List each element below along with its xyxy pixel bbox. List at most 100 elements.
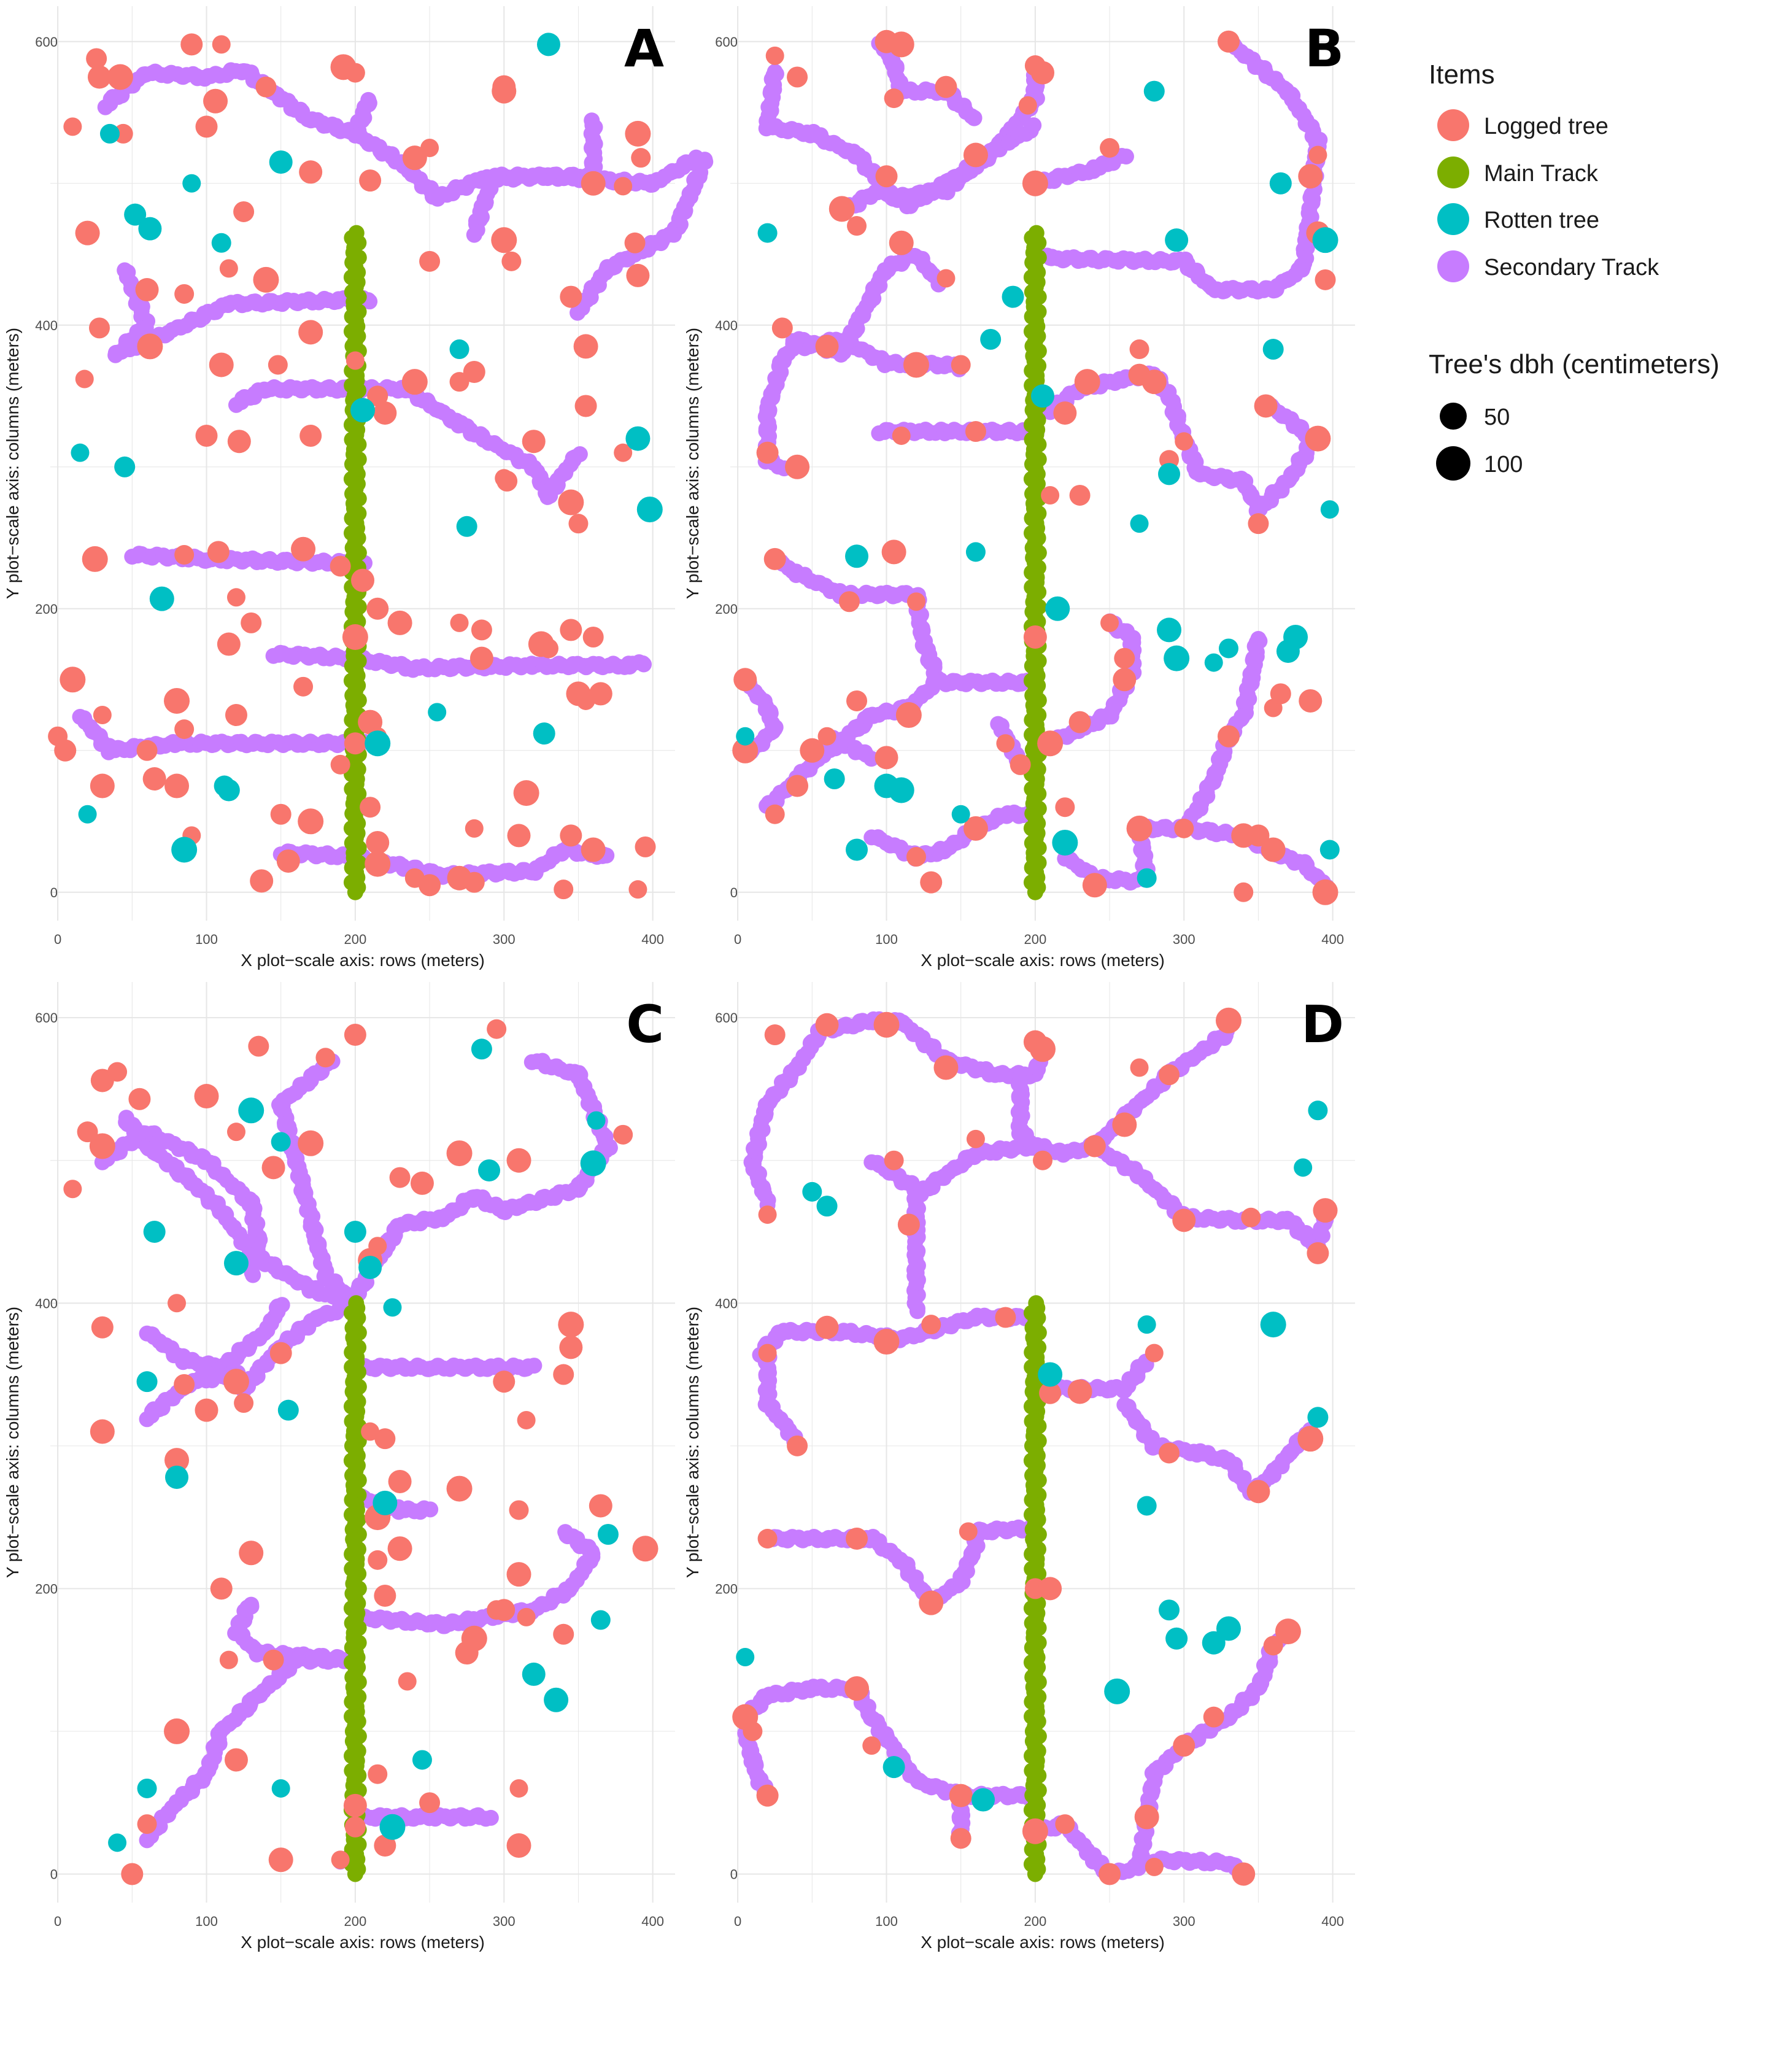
x-axis-label: X plot−scale axis: rows (meters) xyxy=(921,1933,1165,1952)
logged-tree-point xyxy=(373,401,397,425)
logged-tree-point xyxy=(1069,484,1091,506)
logged-tree-point xyxy=(892,426,911,445)
main-track-b xyxy=(1023,225,1047,900)
logged-tree-point xyxy=(815,334,839,358)
logged-tree-point xyxy=(469,646,493,670)
logged-tree-point xyxy=(331,1850,350,1869)
logged-tree-point xyxy=(733,668,757,692)
logged-tree-point xyxy=(368,1237,387,1256)
logged-tree-point xyxy=(568,514,589,534)
y-axis-label: Y plot−scale axis: columns (meters) xyxy=(3,328,22,599)
rotten-tree-point xyxy=(99,123,120,144)
logged-tree-point xyxy=(209,352,234,377)
logged-tree-point xyxy=(298,1130,324,1156)
x-tick-label: 200 xyxy=(344,1914,367,1929)
x-tick-label: 200 xyxy=(1024,932,1047,947)
logged-tree-point xyxy=(360,797,381,818)
x-tick-label: 0 xyxy=(54,1914,61,1929)
logged-tree-point xyxy=(374,1585,396,1607)
logged-tree-point xyxy=(86,48,107,69)
rotten-tree-point xyxy=(138,217,162,241)
logged-tree-point xyxy=(366,830,390,854)
logged-tree-point xyxy=(1234,882,1254,902)
rotten-tree-point xyxy=(171,837,198,863)
logged-tree-point xyxy=(847,216,867,236)
x-tick-label: 400 xyxy=(1321,932,1344,947)
logged-tree-point xyxy=(387,1536,412,1561)
rotten-tree-point xyxy=(143,1220,166,1243)
logged-tree-point xyxy=(330,754,350,775)
logged-tree-point xyxy=(625,120,651,147)
logged-tree-point xyxy=(1217,725,1240,748)
logged-tree-point xyxy=(635,836,656,857)
logged-tree-point xyxy=(203,88,228,114)
rotten-tree-point xyxy=(1045,596,1070,621)
rotten-trees-b xyxy=(736,80,1340,888)
rotten-tree-point xyxy=(1283,624,1308,649)
rotten-tree-point xyxy=(965,542,986,562)
logged-tree-point xyxy=(506,1833,531,1858)
y-axis-label: Y plot−scale axis: columns (meters) xyxy=(3,1307,22,1578)
rotten-tree-point xyxy=(1165,228,1189,252)
logged-tree-point xyxy=(164,687,190,714)
logged-tree-point xyxy=(60,667,86,693)
secondary-track xyxy=(347,1524,601,1634)
logged-tree-point xyxy=(632,1536,658,1562)
logged-tree-point xyxy=(250,869,274,893)
logged-tree-point xyxy=(906,592,925,611)
logged-tree-point xyxy=(461,1625,487,1652)
rotten-tree-point xyxy=(1164,645,1190,671)
secondary-track xyxy=(759,1519,1042,1613)
rotten-tree-point xyxy=(182,174,201,193)
logged-tree-point xyxy=(1175,432,1194,451)
logged-tree-point xyxy=(493,1370,516,1393)
rotten-tree-point xyxy=(456,516,477,537)
secondary-track-point xyxy=(1025,117,1042,134)
logged-tree-point xyxy=(77,1121,98,1143)
logged-tree-point xyxy=(1068,711,1091,733)
rotten-tree-point xyxy=(824,768,845,789)
logged-tree-point xyxy=(1082,873,1107,898)
logged-tree-point xyxy=(1305,425,1331,452)
logged-tree-point xyxy=(227,430,251,454)
rotten-tree-point xyxy=(379,1814,406,1840)
logged-tree-point xyxy=(965,421,986,443)
logged-tree-point xyxy=(293,676,314,697)
logged-tree-point xyxy=(137,333,163,360)
logged-tree-point xyxy=(219,1650,238,1669)
logged-tree-point xyxy=(107,1062,128,1082)
secondary-track-point xyxy=(422,1501,439,1518)
logged-tree-point xyxy=(875,746,898,770)
logged-tree-point xyxy=(142,767,166,791)
rotten-tree-point xyxy=(137,1778,157,1798)
rotten-tree-point xyxy=(536,33,560,56)
logged-tree-point xyxy=(582,626,604,648)
logged-tree-point xyxy=(506,1148,531,1173)
logged-tree-point xyxy=(1299,689,1323,713)
logged-tree-point xyxy=(241,612,262,633)
logged-tree-point xyxy=(345,63,365,83)
rotten-tree-point xyxy=(412,1750,432,1770)
logged-tree-point xyxy=(838,591,860,613)
rotten-tree-point xyxy=(757,223,778,243)
rotten-tree-point xyxy=(165,1465,189,1489)
logged-tree-point xyxy=(91,1316,114,1339)
logged-tree-point xyxy=(903,352,929,378)
logged-tree-point xyxy=(344,732,366,755)
logged-tree-point xyxy=(253,266,279,293)
logged-tree-point xyxy=(389,1167,411,1188)
secondary-track xyxy=(737,1679,1043,1806)
y-axis-label: Y plot−scale axis: columns (meters) xyxy=(683,328,702,599)
rotten-tree-point xyxy=(344,1220,366,1243)
rotten-tree-point xyxy=(625,426,651,451)
logged-tree-point xyxy=(194,1084,219,1109)
logged-tree-point xyxy=(164,1718,190,1744)
rotten-tree-point xyxy=(1204,653,1223,672)
logged-tree-point xyxy=(224,1748,248,1772)
secondary-track xyxy=(347,91,377,144)
secondary-track-point xyxy=(557,1524,574,1540)
logged-tree-point xyxy=(388,1469,412,1493)
rotten-tree-point xyxy=(383,1298,402,1317)
